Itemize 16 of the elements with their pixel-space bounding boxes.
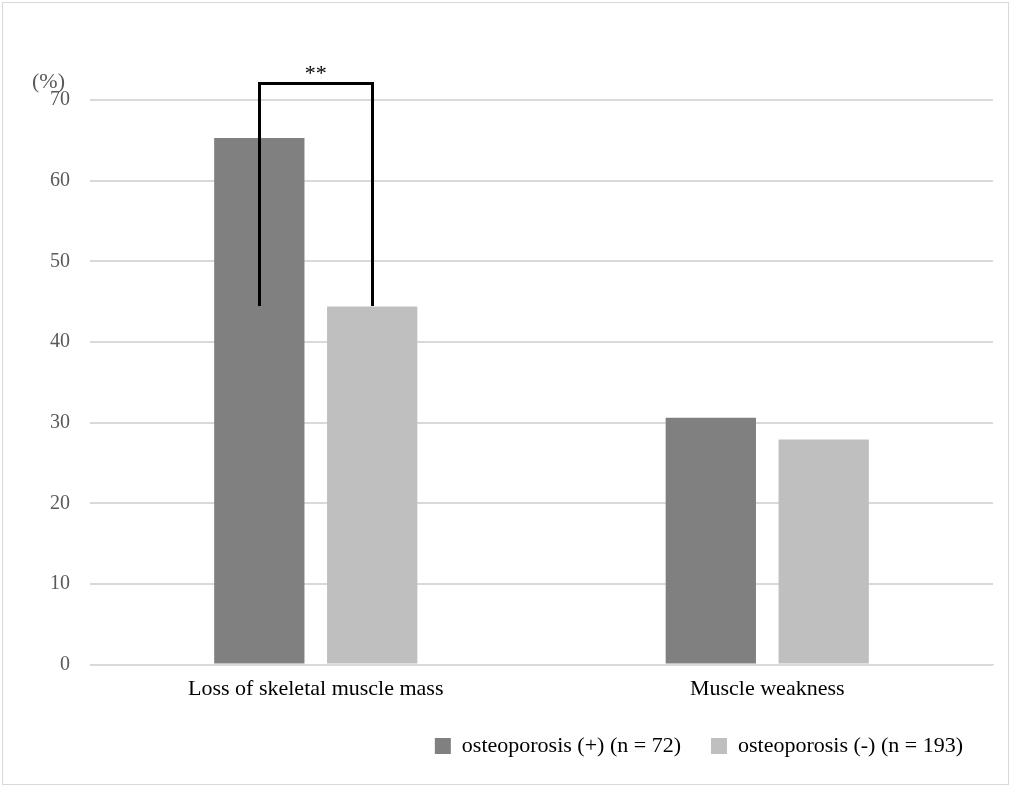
bar [214, 137, 305, 664]
legend-label: osteoporosis (+) (n = 72) [461, 731, 681, 757]
bar [665, 417, 756, 664]
y-tick-label: 50 [50, 248, 70, 271]
x-tick-label: Muscle weakness [689, 674, 845, 700]
y-tick-label: 60 [50, 167, 70, 190]
bar [327, 306, 418, 664]
y-tick-label: 20 [50, 490, 70, 513]
legend-label: osteoporosis (-) (n = 193) [737, 731, 964, 757]
x-tick-label: Loss of skeletal muscle mass [188, 674, 444, 700]
text: ** [304, 59, 327, 85]
bar [778, 439, 869, 664]
y-tick-label: 40 [50, 329, 70, 352]
y-tick-label: 30 [50, 409, 70, 432]
y-tick-label: 10 [50, 571, 70, 594]
y-tick-label: 0 [60, 651, 70, 674]
